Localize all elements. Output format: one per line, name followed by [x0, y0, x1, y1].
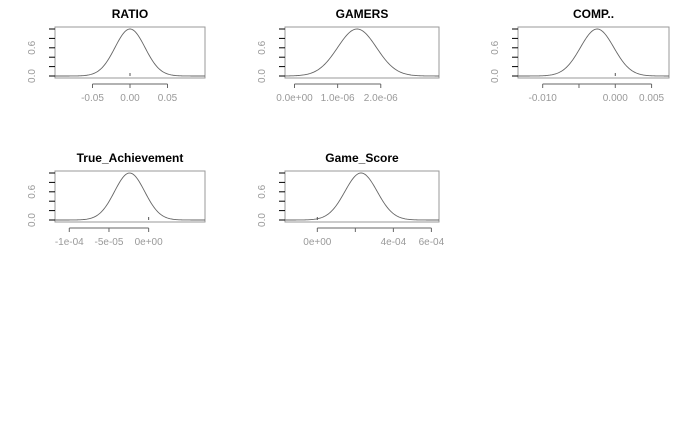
y-tick-label: 0.6: [490, 40, 501, 54]
x-tick-label: 2.0e-06: [364, 93, 398, 104]
x-tick-label: 0.05: [158, 93, 178, 104]
density-panel: True_Achievement 0.0 0.6 -1e-04 -5e-05 0e+00: [27, 151, 206, 248]
y-tick-label: 0.6: [257, 184, 268, 198]
density-panel: COMP.. 0.0 0.6 -0.010 0.000 0.005: [490, 7, 670, 104]
panel-title: GAMERS: [336, 7, 389, 21]
density-curve: [284, 28, 439, 77]
y-tick-label: 0.0: [257, 213, 268, 227]
plot-frame: [517, 26, 670, 79]
panel-title: RATIO: [112, 7, 148, 21]
y-tick-label: 0.0: [27, 69, 38, 83]
density-panel: GAMERS 0.0 0.6 0.0e+00 1.0e-06 2.0e-06: [257, 7, 440, 104]
y-tick-label: 0.0: [490, 69, 501, 83]
plot-frame: [54, 26, 206, 79]
panel-title: COMP..: [573, 7, 614, 21]
panel-title: Game_Score: [325, 151, 399, 165]
x-tick-label: -0.010: [529, 93, 558, 104]
x-tick-label: 0e+00: [135, 237, 164, 248]
density-panel: RATIO 0.0 0.6 -0.05 0.00 0.05: [27, 7, 206, 104]
x-tick-label: 0.000: [603, 93, 628, 104]
y-tick-label: 0.6: [257, 40, 268, 54]
plot-frame: [284, 170, 440, 223]
density-curve: [518, 28, 670, 77]
y-tick-label: 0.0: [257, 69, 268, 83]
panel-title: True_Achievement: [77, 151, 184, 165]
density-curve: [55, 172, 205, 221]
x-tick-label: 1.0e-06: [321, 93, 355, 104]
density-curve: [285, 172, 439, 221]
y-tick-label: 0.0: [27, 213, 38, 227]
y-tick-label: 0.6: [27, 184, 38, 198]
y-tick-label: 0.6: [27, 40, 38, 54]
x-tick-label: 0.00: [120, 93, 140, 104]
x-tick-label: 6e-04: [419, 237, 445, 248]
x-tick-label: -5e-05: [95, 237, 124, 248]
x-tick-label: 0e+00: [303, 237, 332, 248]
density-panel: Game_Score 0.0 0.6 0e+00 4e-04 6e-04: [257, 151, 445, 248]
x-tick-label: -0.05: [81, 93, 104, 104]
plot-frame: [284, 26, 440, 79]
density-curve: [55, 28, 205, 77]
plot-frame: [54, 170, 206, 223]
x-tick-label: 0.0e+00: [276, 93, 313, 104]
x-tick-label: 4e-04: [381, 237, 407, 248]
x-tick-label: 0.005: [639, 93, 664, 104]
x-tick-label: -1e-04: [55, 237, 84, 248]
